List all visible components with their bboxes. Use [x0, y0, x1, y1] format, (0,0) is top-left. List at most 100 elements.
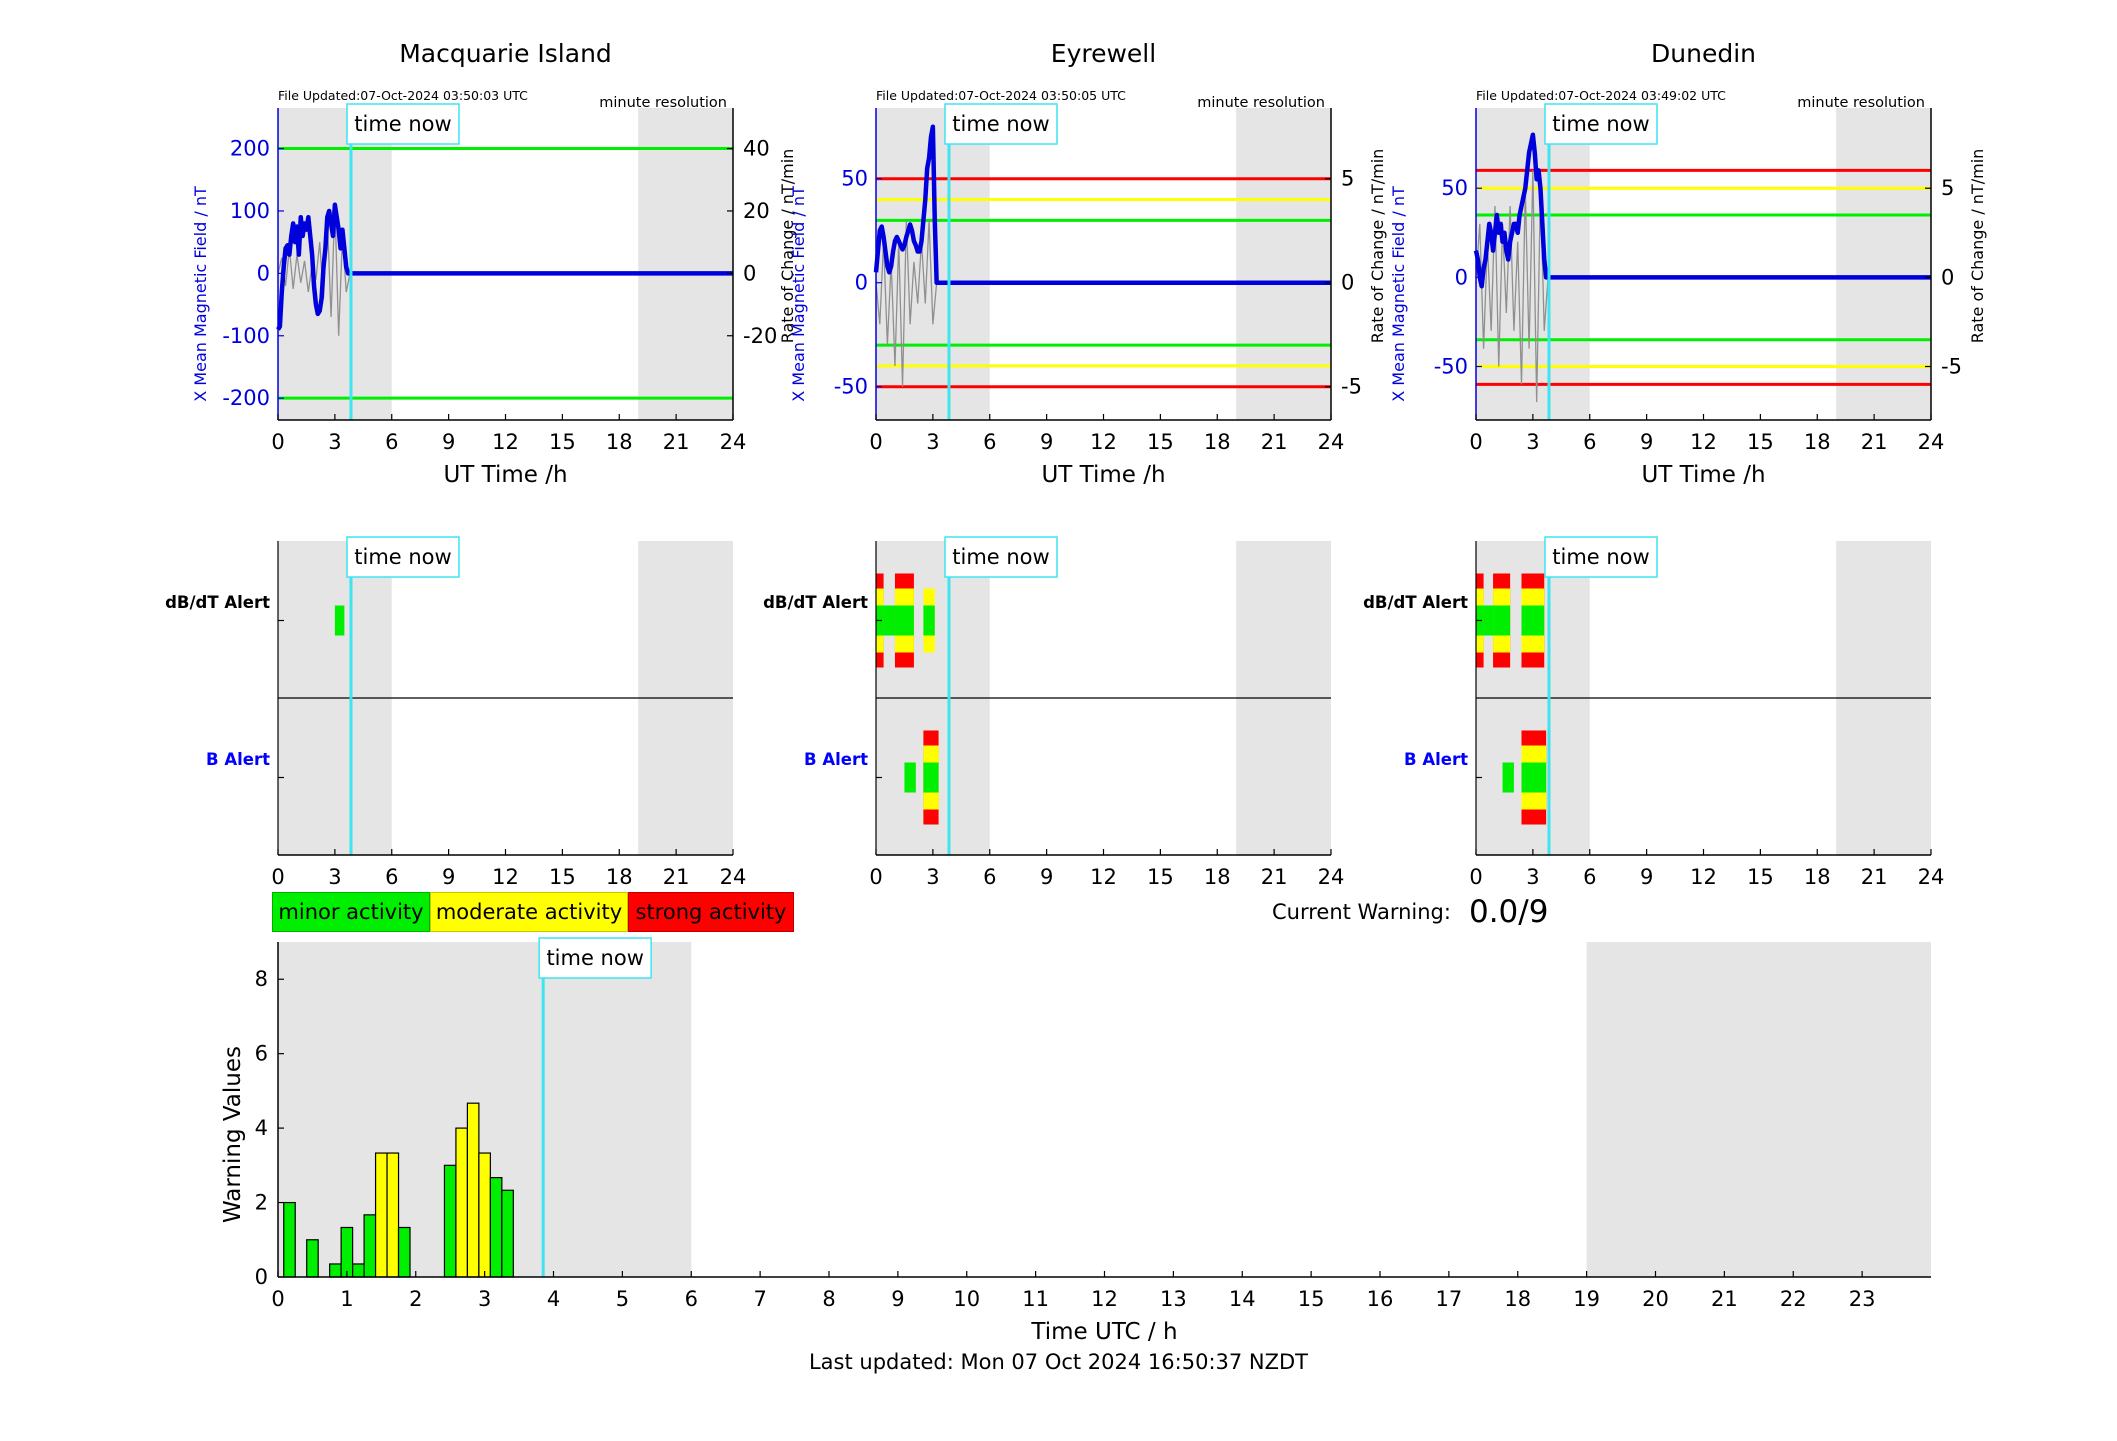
alert-block	[1483, 605, 1494, 636]
warning-bar	[489, 1177, 503, 1278]
x-tick-label: 12	[1690, 430, 1717, 454]
alert-block	[1502, 762, 1514, 793]
shaded-region	[1586, 942, 1931, 1277]
row-label: dB/dT Alert	[165, 593, 270, 612]
alert-block	[1521, 605, 1545, 636]
row-label: B Alert	[1404, 750, 1468, 769]
y-right-axis-label: Rate of Change / nT/min	[1368, 149, 1387, 344]
y-right-tick-label: -20	[743, 324, 777, 348]
y-right-tick-label: 5	[1341, 167, 1354, 191]
x-tick-label: 7	[753, 1287, 766, 1311]
x-tick-label: 12	[1690, 865, 1717, 889]
warning-bar	[363, 1214, 377, 1278]
legend-moderate-label: moderate activity	[435, 900, 623, 924]
row-label: dB/dT Alert	[1363, 593, 1468, 612]
x-tick-label: 15	[1147, 430, 1174, 454]
time-now-label: time now	[1552, 112, 1649, 136]
x-tick-label: 24	[1918, 430, 1945, 454]
x-tick-label: 9	[442, 865, 455, 889]
time-now-label: time now	[354, 545, 451, 569]
x-tick-label: 6	[983, 865, 996, 889]
x-axis-label: Time UTC / h	[1030, 1319, 1177, 1345]
time-now-box	[538, 937, 652, 979]
time-now-box	[346, 536, 460, 578]
warning-bar	[340, 1226, 354, 1278]
x-tick-label: 6	[1583, 865, 1596, 889]
y-tick-label: 4	[255, 1116, 268, 1140]
alert-block	[334, 605, 345, 636]
alert-block	[923, 605, 935, 636]
x-axis-label: UT Time /h	[1041, 462, 1165, 488]
row-label: dB/dT Alert	[763, 593, 868, 612]
warning-bar	[397, 1226, 411, 1278]
x-tick-label: 0	[869, 865, 882, 889]
warning-bar	[283, 1201, 296, 1278]
legend-strong-activity: strong activity	[628, 892, 794, 932]
current-warning-value: 0.0/9	[1468, 894, 1549, 930]
x-tick-label: 0	[271, 1287, 284, 1311]
x-tick-label: 18	[606, 430, 633, 454]
x-tick-label: 24	[1318, 430, 1345, 454]
x-tick-label: 15	[1298, 1287, 1325, 1311]
y-right-tick-label: 0	[1941, 265, 1954, 289]
y-left-tick-label: 0	[257, 261, 270, 285]
warning-bar	[478, 1152, 491, 1278]
alert-block	[923, 762, 939, 793]
x-tick-label: 18	[1204, 430, 1231, 454]
x-tick-label: 16	[1367, 1287, 1394, 1311]
shaded-region	[1836, 108, 1931, 420]
x-tick-label: 9	[1640, 865, 1653, 889]
x-tick-label: 5	[616, 1287, 629, 1311]
warning-bar	[352, 1263, 365, 1278]
time-now-box	[1544, 536, 1658, 578]
time-now-box	[1544, 103, 1658, 145]
activity-legend: minor activity moderate activity strong …	[272, 892, 794, 932]
alert-block	[894, 605, 914, 636]
x-tick-label: 9	[1640, 430, 1653, 454]
x-tick-label: 12	[1090, 430, 1117, 454]
x-tick-label: 21	[1861, 430, 1888, 454]
time-now-box	[944, 536, 1058, 578]
x-tick-label: 4	[547, 1287, 560, 1311]
legend-minor-label: minor activity	[278, 900, 424, 924]
x-tick-label: 15	[1747, 430, 1774, 454]
file-updated: File Updated:07-Oct-2024 03:50:03 UTC	[278, 88, 528, 103]
x-tick-label: 12	[492, 430, 519, 454]
x-tick-label: 20	[1642, 1287, 1669, 1311]
chart-title: Dunedin	[1651, 39, 1756, 68]
x-tick-label: 3	[478, 1287, 491, 1311]
x-tick-label: 24	[1918, 865, 1945, 889]
y-left-tick-label: 200	[230, 137, 270, 161]
y-left-tick-label: 0	[855, 271, 868, 295]
x-tick-label: 3	[926, 865, 939, 889]
y-right-tick-label: 20	[743, 199, 770, 223]
x-tick-label: 21	[1261, 430, 1288, 454]
time-now-label: time now	[354, 112, 451, 136]
x-tick-label: 21	[1861, 865, 1888, 889]
y-right-tick-label: 0	[743, 261, 756, 285]
x-tick-label: 21	[663, 430, 690, 454]
time-now-label: time now	[546, 946, 643, 970]
x-tick-label: 24	[720, 865, 747, 889]
warning-bar	[501, 1189, 514, 1278]
x-tick-label: 17	[1436, 1287, 1463, 1311]
legend-moderate-activity: moderate activity	[430, 892, 628, 932]
field-series-line	[873, 124, 1331, 285]
x-tick-label: 15	[549, 865, 576, 889]
x-tick-label: 3	[328, 865, 341, 889]
x-tick-label: 22	[1780, 1287, 1807, 1311]
resolution-label: minute resolution	[599, 95, 727, 111]
time-now-label: time now	[952, 545, 1049, 569]
y-right-axis-label: Rate of Change / nT/min	[1968, 149, 1987, 344]
y-right-tick-label: 0	[1341, 271, 1354, 295]
resolution-label: minute resolution	[1797, 95, 1925, 111]
x-tick-label: 23	[1849, 1287, 1876, 1311]
rate-series-line	[875, 220, 1331, 387]
x-tick-label: 15	[549, 430, 576, 454]
x-tick-label: 1	[340, 1287, 353, 1311]
x-tick-label: 18	[1504, 1287, 1531, 1311]
warning-bar	[443, 1164, 457, 1278]
x-tick-label: 10	[953, 1287, 980, 1311]
